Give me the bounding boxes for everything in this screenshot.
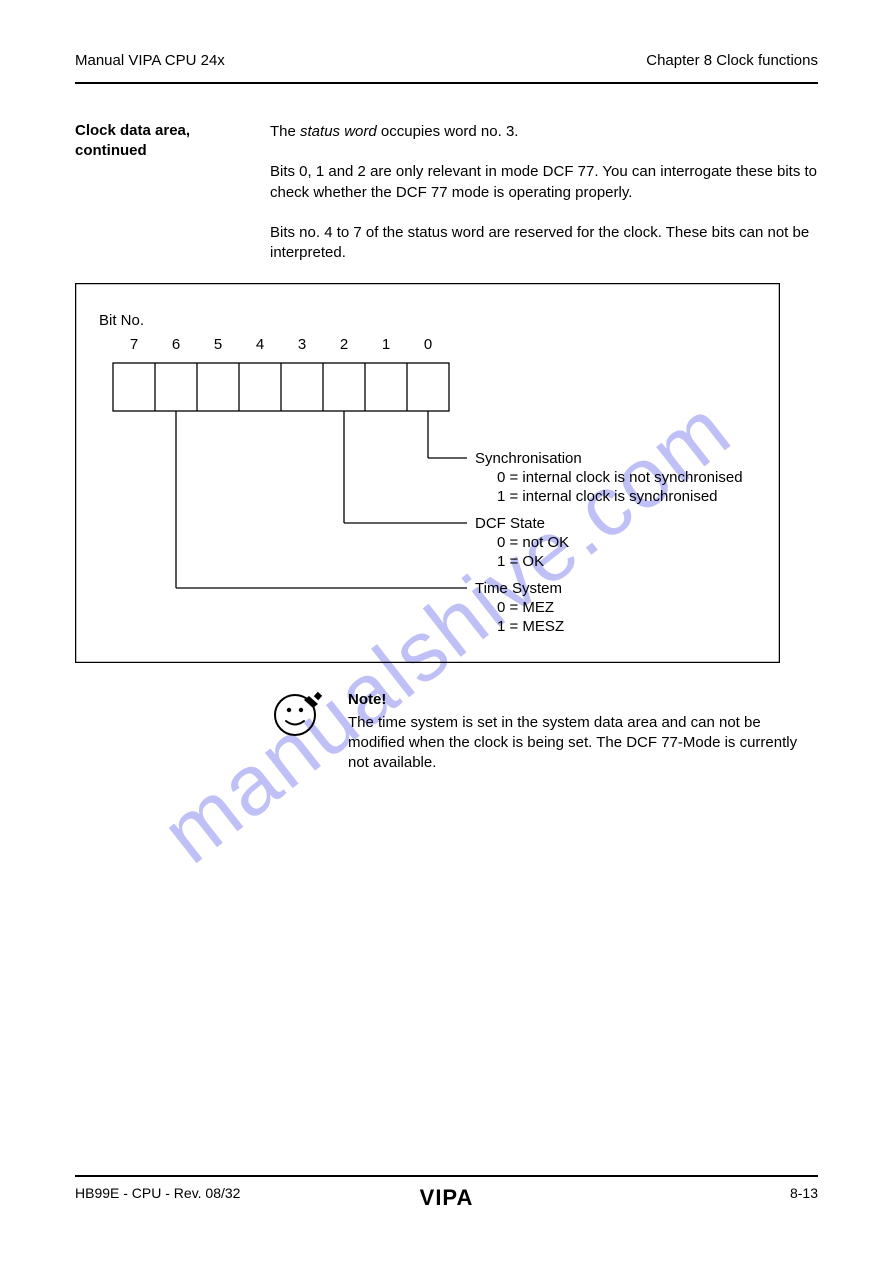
svg-text:1 = MESZ: 1 = MESZ bbox=[497, 618, 564, 635]
footer-left-text: HB99E - CPU - Rev. 08/32 bbox=[75, 1185, 240, 1201]
svg-text:7: 7 bbox=[130, 336, 138, 353]
page-footer: HB99E - CPU - Rev. 08/32 VIPA 8-13 bbox=[75, 1175, 818, 1211]
svg-text:5: 5 bbox=[214, 336, 222, 353]
svg-text:1 = internal clock is synchron: 1 = internal clock is synchronised bbox=[497, 488, 718, 505]
svg-text:4: 4 bbox=[256, 336, 264, 353]
page: manualshive.com Manual VIPA CPU 24x Chap… bbox=[0, 0, 893, 1263]
p1-prefix: The bbox=[270, 123, 300, 140]
paragraph-1: The status word occupies word no. 3. bbox=[270, 122, 818, 142]
svg-text:DCF State: DCF State bbox=[475, 515, 545, 532]
p1-suffix: occupies word no. 3. bbox=[377, 123, 519, 140]
paragraph-2: Bits 0, 1 and 2 are only relevant in mod… bbox=[270, 162, 818, 203]
note-block: Note! The time system is set in the syst… bbox=[270, 690, 818, 773]
svg-text:Synchronisation: Synchronisation bbox=[475, 450, 582, 467]
bit-diagram-svg: Bit No. 7 6 5 4 3 2 1 0 Synchronisation 0 = intern… bbox=[75, 283, 780, 663]
note-body: The time system is set in the system dat… bbox=[348, 714, 797, 772]
section-label-line2: continued bbox=[75, 142, 147, 159]
svg-text:0 = internal clock is not sync: 0 = internal clock is not synchronised bbox=[497, 469, 743, 486]
header-right-text: Chapter 8 Clock functions bbox=[646, 52, 818, 69]
bit-diagram: Bit No. 7 6 5 4 3 2 1 0 Synchronisation 0 = intern… bbox=[75, 283, 818, 668]
svg-text:1: 1 bbox=[382, 336, 390, 353]
svg-text:0: 0 bbox=[424, 336, 432, 353]
paragraph-3: Bits no. 4 to 7 of the status word are r… bbox=[270, 223, 818, 264]
svg-text:0 = MEZ: 0 = MEZ bbox=[497, 599, 554, 616]
footer-center-logo: VIPA bbox=[420, 1185, 474, 1211]
note-text: Note! The time system is set in the syst… bbox=[348, 690, 818, 773]
paragraphs: The status word occupies word no. 3. Bit… bbox=[270, 122, 818, 263]
svg-text:6: 6 bbox=[172, 336, 180, 353]
p1-keyword: status word bbox=[300, 123, 377, 140]
svg-text:2: 2 bbox=[340, 336, 348, 353]
body-content: Clock data area, continued The status wo… bbox=[75, 122, 818, 773]
svg-text:1 = OK: 1 = OK bbox=[497, 553, 544, 570]
footer-right-pagenum: 8-13 bbox=[790, 1185, 818, 1201]
note-icon bbox=[270, 690, 322, 747]
svg-text:Time System: Time System bbox=[475, 580, 562, 597]
header-left-text: Manual VIPA CPU 24x bbox=[75, 52, 225, 69]
note-heading: Note! bbox=[348, 690, 818, 710]
svg-text:Bit No.: Bit No. bbox=[99, 312, 144, 329]
page-header: Manual VIPA CPU 24x Chapter 8 Clock func… bbox=[75, 52, 818, 84]
svg-text:3: 3 bbox=[298, 336, 306, 353]
section-label-line1: Clock data area, bbox=[75, 122, 190, 139]
svg-text:0 = not OK: 0 = not OK bbox=[497, 534, 569, 551]
